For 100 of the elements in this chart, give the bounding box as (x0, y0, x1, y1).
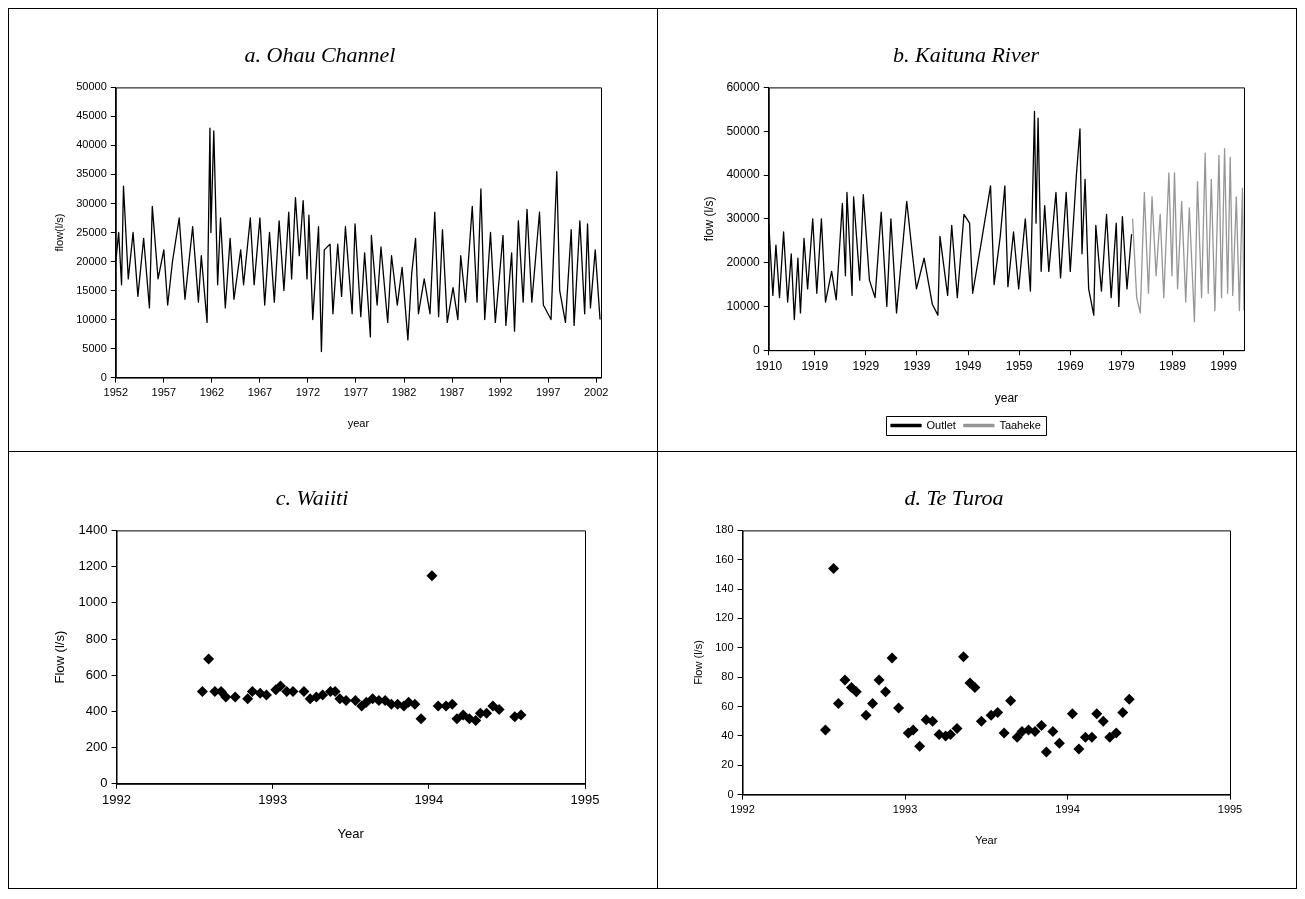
point (914, 740, 926, 752)
y-axis-title: flow (l/s) (701, 196, 716, 242)
x-tick-label: 1997 (535, 386, 561, 399)
y-tick-label: 20 (721, 758, 734, 771)
chart-title: d. Te Turoa (904, 484, 1004, 510)
point (349, 695, 361, 707)
point (1005, 695, 1017, 707)
point (1011, 731, 1023, 743)
chart-title: a. Ohau Channel (244, 41, 396, 67)
x-tick-label: 1967 (247, 386, 273, 399)
y-axis-title: flow(l/s) (52, 213, 65, 252)
y-tick-label: 600 (85, 666, 108, 682)
point (493, 704, 505, 716)
point (893, 702, 905, 714)
x-tick-label: 1919 (801, 358, 829, 373)
y-tick-label: 45000 (76, 109, 107, 122)
point (1047, 725, 1059, 737)
x-tick-label: 1995 (1217, 803, 1243, 816)
point (927, 715, 939, 727)
y-tick-label: 200 (85, 739, 108, 755)
point (1036, 720, 1048, 732)
point (1091, 708, 1103, 720)
point (998, 727, 1010, 739)
x-tick-label: 1949 (954, 358, 982, 373)
x-tick-label: 1992 (730, 803, 755, 816)
point (819, 724, 831, 736)
point (886, 652, 898, 664)
y-tick-label: 0 (727, 787, 734, 800)
x-tick-label: 1977 (343, 386, 369, 399)
x-tick-label: 1982 (391, 386, 417, 399)
x-tick-label: 1987 (439, 386, 465, 399)
y-axis-title: Flow (l/s) (52, 630, 68, 684)
x-tick-label: 1979 (1108, 358, 1136, 373)
point (409, 698, 421, 710)
y-tick-label: 100 (715, 640, 734, 653)
y-tick-label: 35000 (76, 167, 107, 180)
y-tick-label: 40 (721, 728, 734, 741)
point (850, 686, 862, 698)
point (951, 723, 963, 735)
point (1097, 715, 1109, 727)
point (1104, 731, 1116, 743)
x-tick-label: 1969 (1056, 358, 1084, 373)
point (1066, 708, 1078, 720)
x-axis-title: year (994, 391, 1019, 406)
point (203, 653, 215, 665)
y-tick-label: 800 (85, 630, 108, 646)
x-tick-label: 1910 (755, 358, 783, 373)
y-tick-label: 30000 (76, 196, 107, 209)
x-tick-label: 1952 (103, 386, 129, 399)
y-axis-title: Flow (l/s) (691, 640, 704, 685)
y-tick-label: 400 (85, 702, 108, 718)
x-tick-label: 1992 (102, 792, 131, 808)
point (860, 709, 872, 721)
point (880, 686, 892, 698)
chart-title: c. Waiiti (275, 484, 349, 510)
point (229, 691, 241, 703)
x-tick-label: 1999 (1210, 358, 1238, 373)
x-tick-label: 1994 (414, 792, 444, 808)
point (969, 681, 981, 693)
y-tick-label: 10000 (76, 312, 107, 325)
y-tick-label: 60000 (726, 79, 761, 94)
legend-label: Taaheke (999, 418, 1041, 431)
y-tick-label: 40000 (726, 167, 761, 182)
point (451, 713, 463, 725)
point (426, 570, 438, 582)
x-axis-title: Year (337, 825, 365, 841)
x-tick-label: 2002 (583, 386, 609, 399)
point (317, 689, 329, 701)
y-tick-label: 50000 (726, 123, 761, 138)
legend-label: Outlet (926, 418, 956, 431)
x-tick-label: 1993 (258, 792, 288, 808)
point (487, 700, 499, 712)
point (1073, 743, 1085, 755)
x-tick-label: 1959 (1005, 358, 1033, 373)
y-tick-label: 20000 (76, 254, 107, 267)
x-tick-label: 1992 (487, 386, 513, 399)
y-tick-label: 1000 (78, 594, 108, 610)
y-tick-label: 1400 (78, 521, 108, 537)
y-tick-label: 0 (753, 342, 761, 357)
y-tick-label: 0 (100, 370, 107, 383)
point (1123, 693, 1135, 705)
point (432, 700, 444, 712)
y-tick-label: 50000 (76, 80, 107, 93)
y-tick-label: 5000 (82, 341, 107, 354)
x-tick-label: 1989 (1159, 358, 1187, 373)
point (415, 713, 427, 725)
point (220, 691, 232, 703)
x-tick-label: 1994 (1055, 803, 1080, 816)
x-tick-label: 1972 (295, 386, 321, 399)
point (196, 685, 208, 697)
point (1040, 746, 1052, 758)
point (828, 563, 840, 575)
y-tick-label: 80 (721, 670, 734, 683)
x-tick-label: 1962 (199, 386, 225, 399)
chart-title: b. Kaituna River (892, 41, 1040, 67)
y-tick-label: 30000 (726, 211, 761, 226)
point (242, 693, 254, 705)
y-tick-label: 1200 (78, 558, 108, 574)
y-tick-label: 120 (715, 611, 734, 624)
y-tick-label: 10000 (726, 298, 761, 313)
